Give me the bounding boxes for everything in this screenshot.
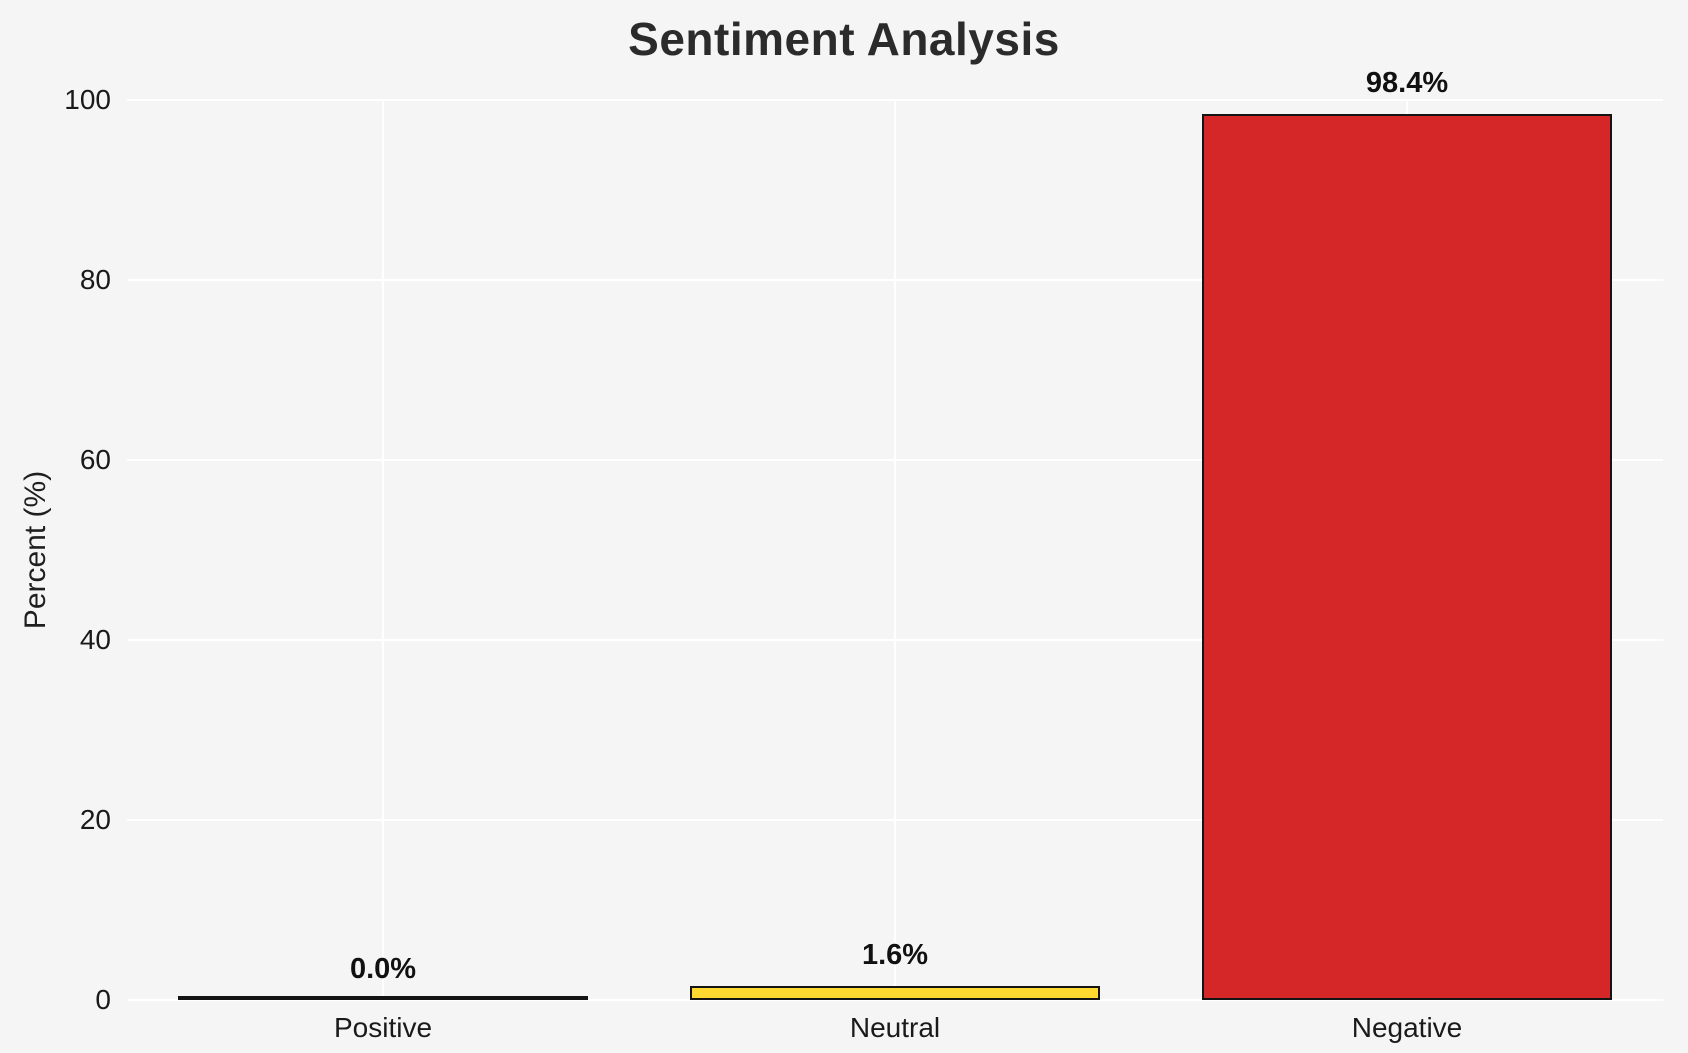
x-gridline <box>894 100 896 1000</box>
x-gridline <box>382 100 384 1000</box>
y-tick-label: 20 <box>79 804 111 835</box>
bar-positive <box>178 996 588 1000</box>
bar-neutral <box>690 985 1100 1000</box>
y-tick-label: 100 <box>64 84 111 115</box>
x-tick-label: Neutral <box>849 1012 941 1043</box>
plot-area: 0 20 40 60 80 100 0.0% Positive 1.6% Neutral 98.4%… <box>64 67 1663 1043</box>
bar-value-label: 98.4% <box>1365 67 1449 100</box>
y-tick-label: 0 <box>95 984 111 1015</box>
chart-title: Sentiment Analysis <box>628 13 1060 65</box>
bar-negative <box>1202 114 1612 1000</box>
y-gridline <box>127 999 1663 1001</box>
x-tick-label: Negative <box>1351 1012 1463 1043</box>
y-tick-label: 40 <box>79 624 111 655</box>
x-tick-label: Positive <box>333 1012 433 1043</box>
bar-value-label: 0.0% <box>349 953 417 985</box>
y-tick-label: 80 <box>79 264 111 295</box>
bar-value-label: 1.6% <box>861 938 929 971</box>
y-axis-label: Percent (%) <box>19 470 52 630</box>
y-tick-label: 60 <box>79 444 111 475</box>
